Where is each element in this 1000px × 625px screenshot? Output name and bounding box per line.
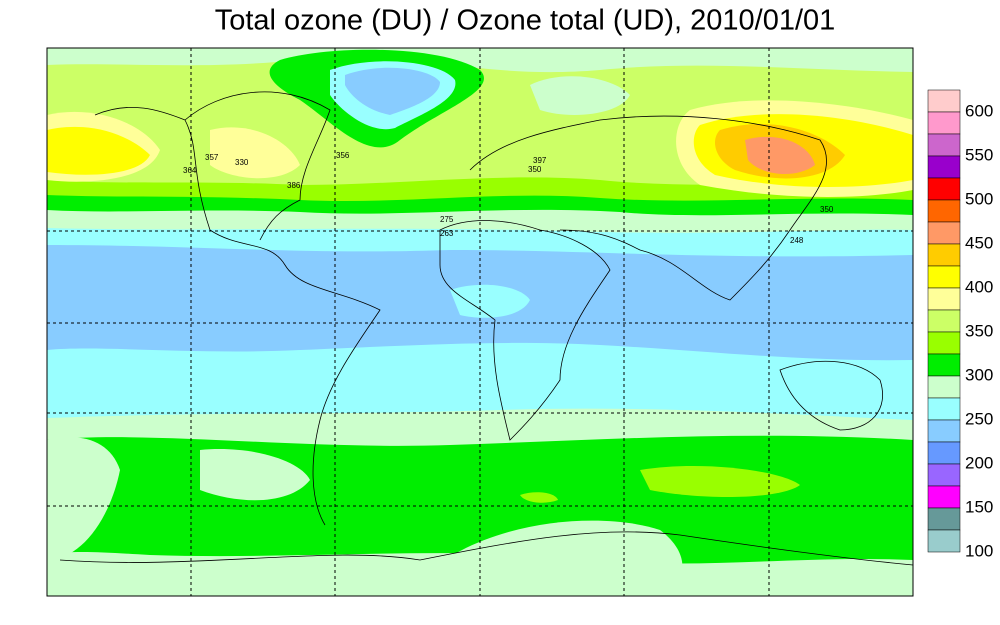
colorbar-label: 500: [965, 189, 993, 208]
station-label: 330: [235, 158, 249, 167]
colorbar-swatch: [927, 309, 961, 333]
colorbar-swatch: [927, 111, 961, 135]
colorbar-swatch: [927, 485, 961, 509]
colorbar-swatch: [927, 177, 961, 201]
map-frame: [46, 47, 914, 597]
station-label: 263: [440, 229, 454, 238]
station-label: 248: [790, 236, 804, 245]
colorbar-swatch: [927, 221, 961, 245]
colorbar-swatch: [927, 243, 961, 267]
colorbar-swatch: [927, 133, 961, 157]
colorbar-swatch: [927, 375, 961, 399]
colorbar-label: 400: [965, 277, 993, 296]
colorbar-swatch: [927, 463, 961, 487]
colorbar-swatch: [927, 331, 961, 355]
colorbar-swatch: [927, 529, 961, 553]
map-title: Total ozone (DU) / Ozone total (UD), 201…: [215, 5, 836, 37]
colorbar-swatch: [927, 155, 961, 179]
station-label: 275: [440, 215, 454, 224]
station-label: 364: [183, 166, 197, 175]
colorbar-label: 150: [965, 497, 993, 516]
colorbar-swatch: [927, 507, 961, 531]
colorbar-swatch: [927, 199, 961, 223]
colorbar-label: 250: [965, 409, 993, 428]
colorbar-swatch: [927, 89, 961, 113]
colorbar-label: 600: [965, 101, 993, 120]
colorbar-swatch: [927, 265, 961, 289]
colorbar-label: 200: [965, 453, 993, 472]
station-label: 350: [528, 165, 542, 174]
colorbar-label: 350: [965, 321, 993, 340]
graticule: [47, 48, 913, 596]
colorbar: 100 150 200 250 300 350 400 450 500 550 600: [927, 89, 993, 560]
colorbar-label: 450: [965, 233, 993, 252]
colorbar-label: 550: [965, 145, 993, 164]
station-label: 357: [205, 153, 219, 162]
ozone-map: [47, 48, 913, 596]
colorbar-label: 300: [965, 365, 993, 384]
colorbar-label: 100: [965, 541, 993, 560]
colorbar-swatch: [927, 441, 961, 465]
colorbar-swatch: [927, 419, 961, 443]
colorbar-swatch: [927, 353, 961, 377]
colorbar-swatch: [927, 397, 961, 421]
colorbar-swatch: [927, 287, 961, 311]
station-label: 350: [820, 205, 834, 214]
station-label: 397: [533, 156, 547, 165]
station-label: 356: [336, 151, 350, 160]
station-label: 386: [287, 181, 301, 190]
